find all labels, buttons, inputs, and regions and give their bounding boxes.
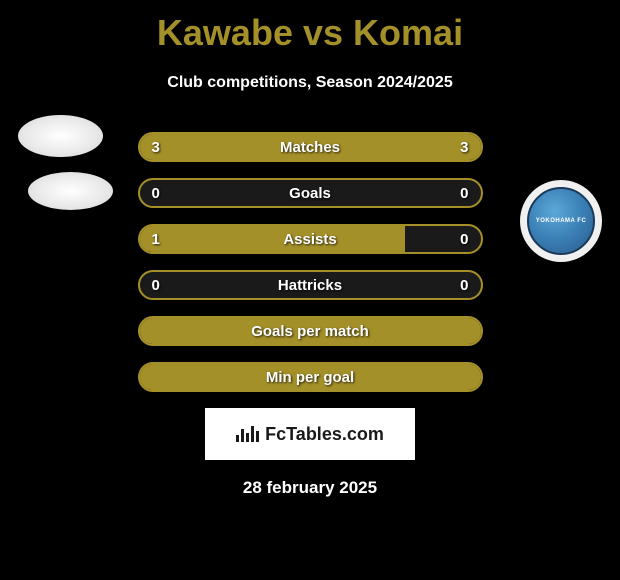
stat-label: Hattricks — [278, 277, 342, 294]
player2-team-badge-container: YOKOHAMA FC — [520, 180, 602, 262]
stat-label: Assists — [283, 231, 336, 248]
player2-name: Komai — [353, 12, 463, 53]
team-badge-label: YOKOHAMA FC — [536, 218, 587, 224]
stat-row-goals-per-match: Goals per match — [138, 316, 483, 346]
stat-value-left: 1 — [152, 231, 160, 248]
player1-name: Kawabe — [157, 12, 293, 53]
stat-row-assists: 1 Assists 0 — [138, 224, 483, 254]
stat-label: Matches — [280, 139, 340, 156]
subtitle: Club competitions, Season 2024/2025 — [0, 74, 620, 92]
chart-icon — [236, 426, 259, 442]
player1-avatar — [18, 115, 103, 157]
brand-logo: FcTables.com — [236, 424, 384, 445]
brand-box[interactable]: FcTables.com — [205, 408, 415, 460]
stat-row-goals: 0 Goals 0 — [138, 178, 483, 208]
player1-team-badge — [28, 172, 113, 210]
stat-row-matches: 3 Matches 3 — [138, 132, 483, 162]
stat-value-left: 3 — [152, 139, 160, 156]
stat-value-left: 0 — [152, 185, 160, 202]
stat-label: Min per goal — [266, 369, 354, 386]
stat-value-right: 3 — [460, 139, 468, 156]
vs-text: vs — [303, 12, 343, 53]
date-text: 28 february 2025 — [0, 478, 620, 498]
stat-value-right: 0 — [460, 185, 468, 202]
stats-container: 3 Matches 3 0 Goals 0 1 Assists 0 0 Hatt… — [138, 132, 483, 392]
stat-row-hattricks: 0 Hattricks 0 — [138, 270, 483, 300]
stat-value-left: 0 — [152, 277, 160, 294]
brand-text: FcTables.com — [265, 424, 384, 445]
stat-value-right: 0 — [460, 231, 468, 248]
stat-value-right: 0 — [460, 277, 468, 294]
stat-row-min-per-goal: Min per goal — [138, 362, 483, 392]
team-badge-icon: YOKOHAMA FC — [527, 187, 595, 255]
stat-label: Goals per match — [251, 323, 369, 340]
stat-bar-left — [140, 226, 406, 252]
stat-label: Goals — [289, 185, 331, 202]
page-title: Kawabe vs Komai — [0, 0, 620, 54]
